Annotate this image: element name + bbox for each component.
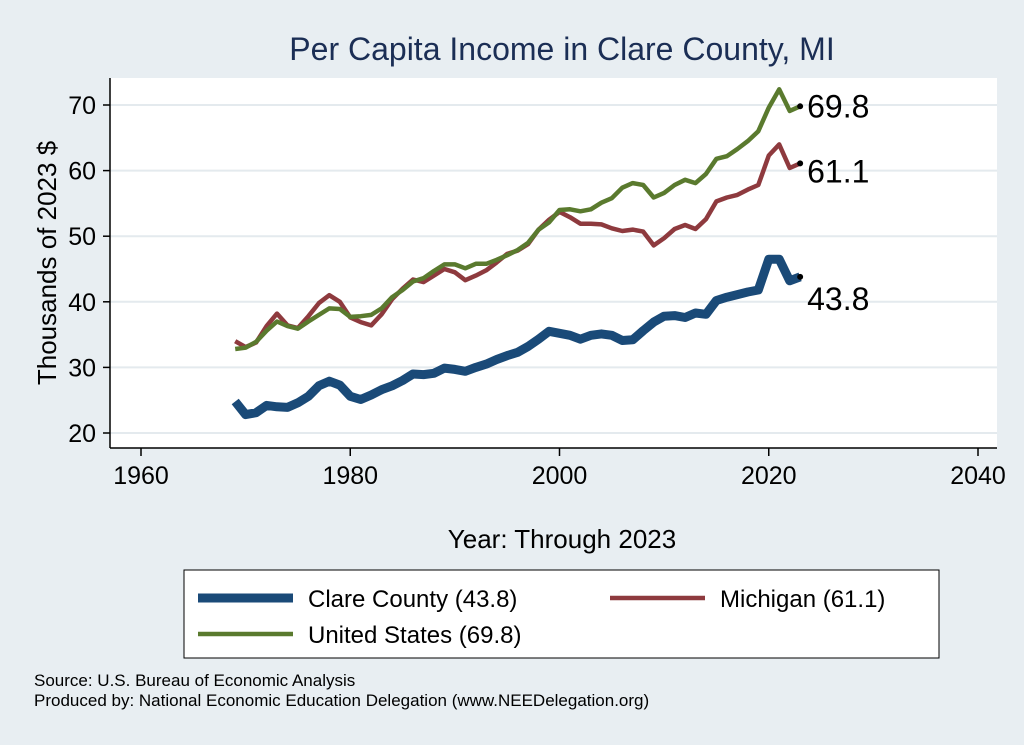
gridlines [110,104,997,434]
y-tick-label: 20 [68,420,96,448]
x-axis-title: Year: Through 2023 [448,524,676,554]
end-point-marker [797,160,804,167]
y-tick-label: 30 [68,354,96,382]
series-line-0 [231,254,802,420]
axes: 20 30 40 50 60 70 1960 1980 2000 2020 2040 [68,78,1006,490]
end-point-marker [797,273,804,280]
x-tick-label: 2040 [950,462,1006,490]
x-tick-label: 1980 [322,462,378,490]
end-value-label: 61.1 [807,153,869,189]
legend: Clare County (43.8) Michigan (61.1) United… [198,586,885,649]
y-tick-label: 40 [68,289,96,317]
chart-title: Per Capita Income in Clare County, MI [289,31,834,67]
y-tick-label: 50 [68,223,96,251]
legend-label: United States (69.8) [308,622,521,649]
source-note: Source: U.S. Bureau of Economic Analysis [34,671,356,690]
y-axis-title: Thousands of 2023 $ [32,140,62,385]
end-point-marker [797,103,804,110]
y-tick-label: 60 [68,158,96,186]
producer-note: Produced by: National Economic Education… [34,691,650,710]
legend-label: Michigan (61.1) [720,586,885,613]
plot-area [110,78,997,448]
x-tick-label: 2020 [741,462,797,490]
series-line-2 [234,87,802,352]
x-tick-label: 2000 [532,462,588,490]
legend-box [183,569,940,659]
end-labels: 43.8 61.1 69.8 [797,88,869,317]
end-value-label: 43.8 [807,281,869,317]
series-lines [231,87,802,420]
end-value-label: 69.8 [807,88,869,124]
x-tick-label: 1960 [113,462,169,490]
legend-label: Clare County (43.8) [308,586,517,613]
y-tick-label: 70 [68,92,96,120]
